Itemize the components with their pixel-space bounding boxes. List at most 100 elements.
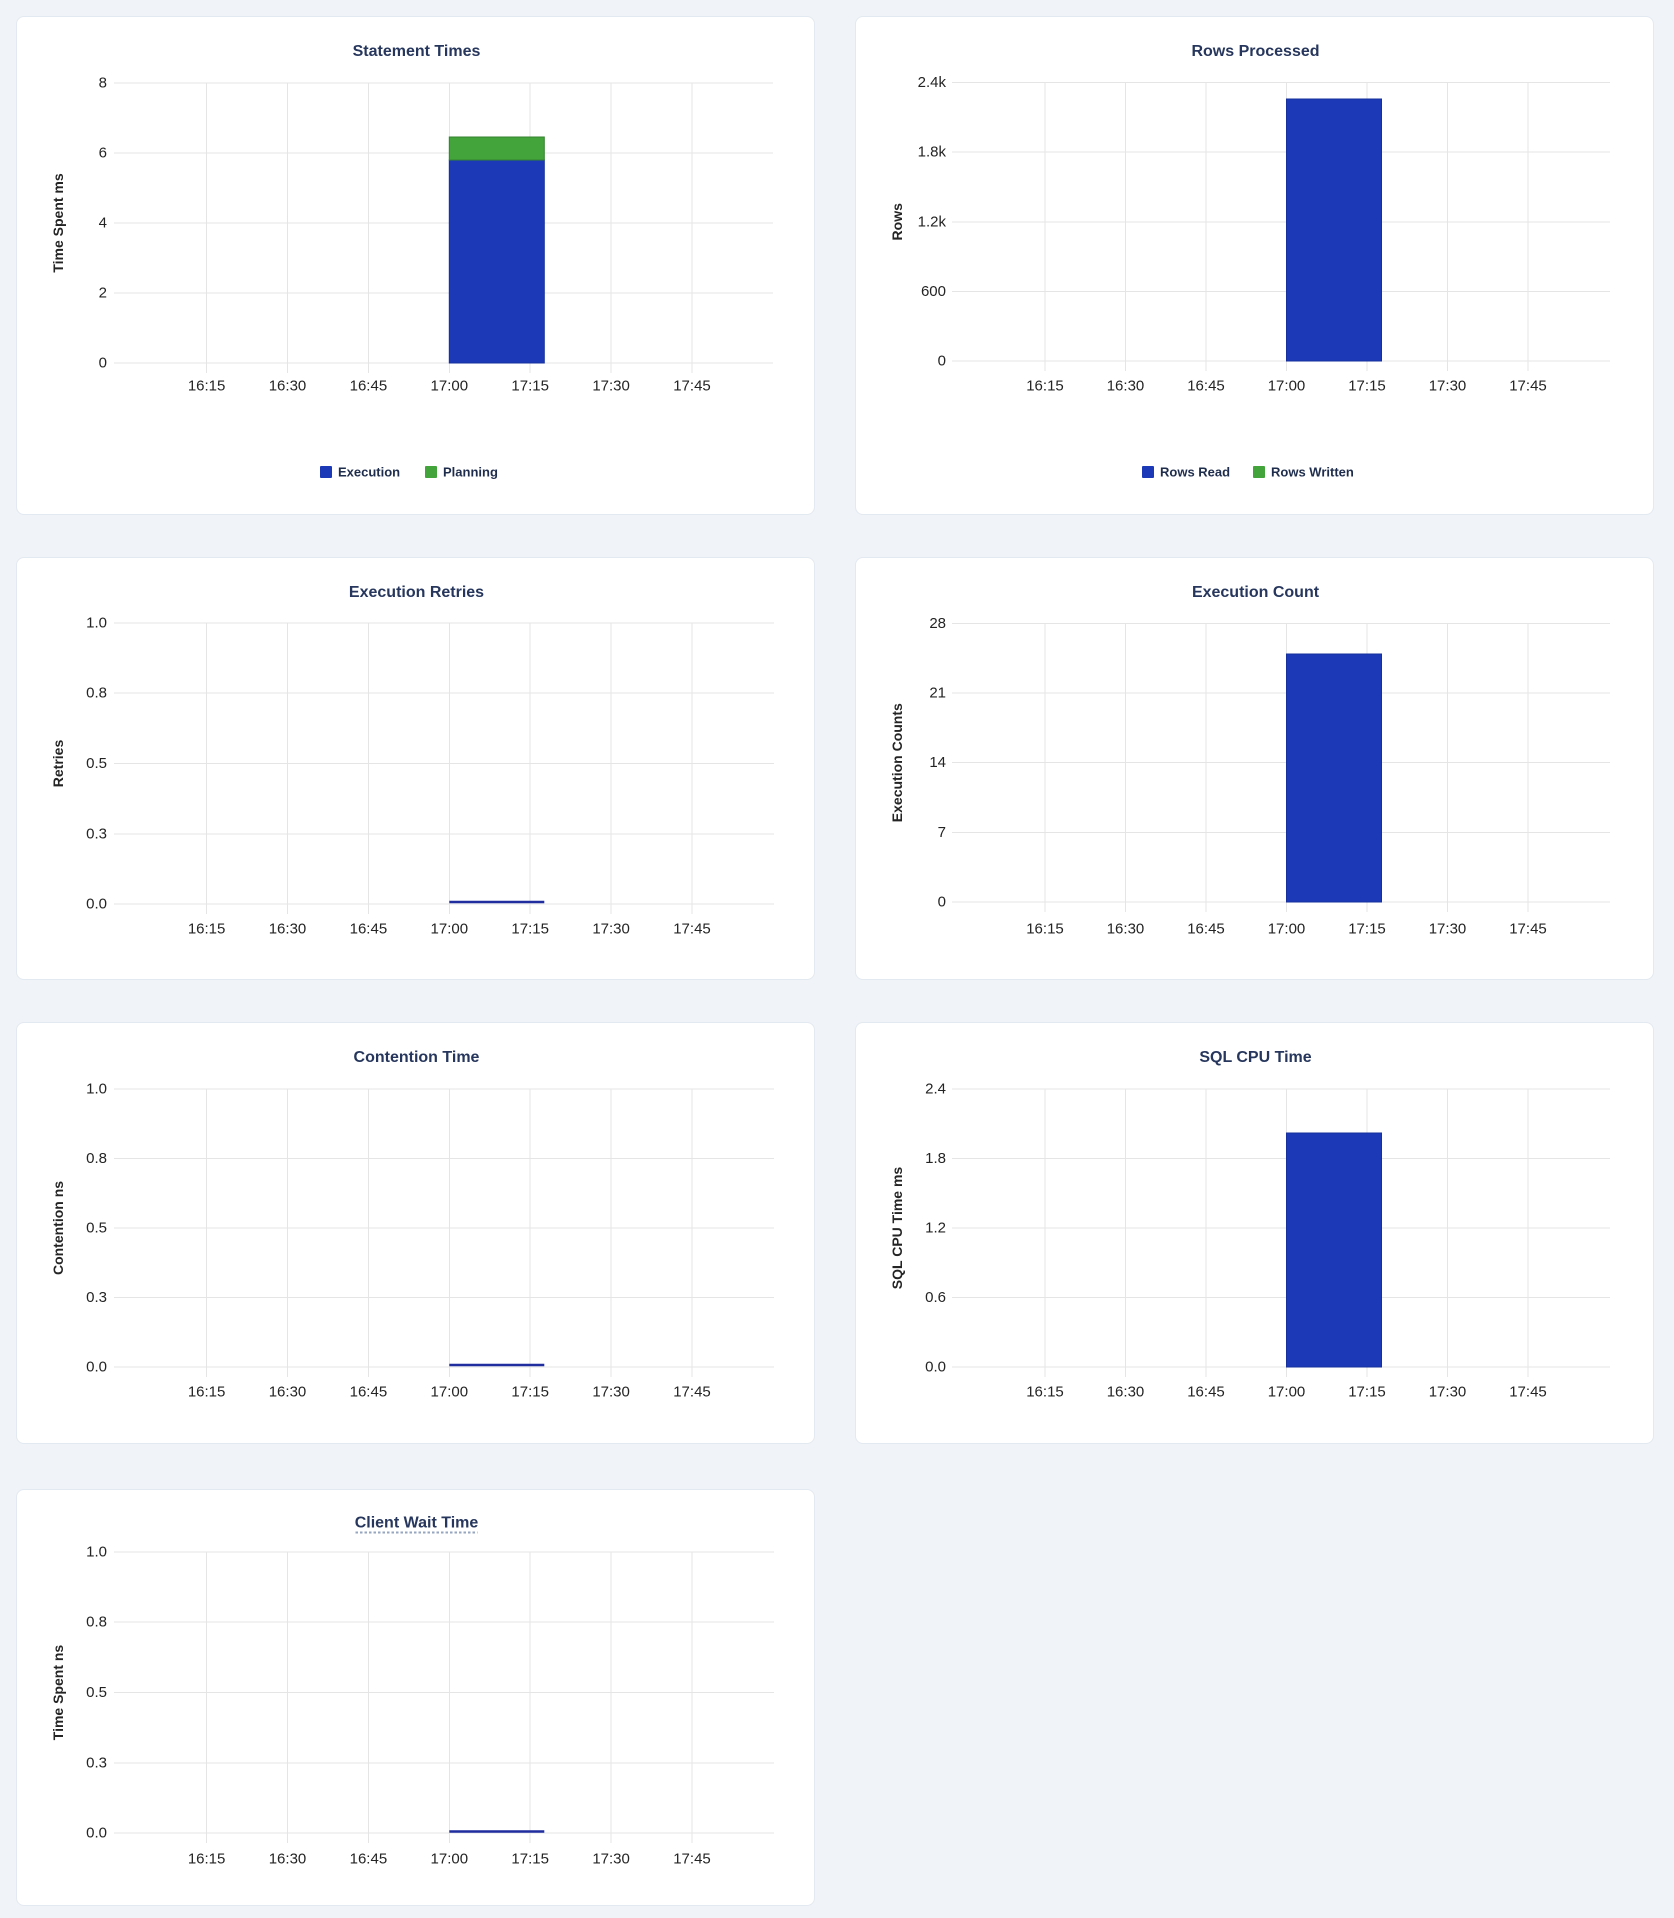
svg-text:17:45: 17:45 bbox=[673, 1851, 711, 1868]
svg-text:17:30: 17:30 bbox=[592, 1384, 630, 1401]
svg-text:16:45: 16:45 bbox=[350, 921, 388, 938]
svg-text:16:30: 16:30 bbox=[269, 921, 307, 938]
svg-text:17:30: 17:30 bbox=[592, 1851, 630, 1868]
svg-text:2.4: 2.4 bbox=[925, 1081, 946, 1098]
svg-text:17:30: 17:30 bbox=[1429, 1384, 1467, 1401]
svg-text:0: 0 bbox=[938, 353, 946, 370]
svg-text:17:30: 17:30 bbox=[1429, 921, 1467, 938]
svg-text:0.0: 0.0 bbox=[86, 1825, 107, 1842]
svg-text:Execution: Execution bbox=[338, 465, 400, 480]
svg-text:16:45: 16:45 bbox=[350, 378, 388, 395]
svg-text:16:15: 16:15 bbox=[1026, 378, 1064, 395]
svg-text:Statement Times: Statement Times bbox=[353, 43, 481, 60]
svg-text:16:15: 16:15 bbox=[188, 378, 226, 395]
svg-text:Execution Counts: Execution Counts bbox=[889, 703, 905, 822]
svg-text:SQL CPU Time: SQL CPU Time bbox=[1199, 1049, 1311, 1066]
svg-text:16:30: 16:30 bbox=[1107, 1384, 1145, 1401]
svg-text:4: 4 bbox=[99, 215, 107, 232]
svg-text:Contention ns: Contention ns bbox=[50, 1181, 66, 1275]
svg-text:Rows Processed: Rows Processed bbox=[1191, 43, 1319, 60]
svg-text:16:30: 16:30 bbox=[269, 378, 307, 395]
svg-text:16:30: 16:30 bbox=[1107, 378, 1145, 395]
svg-text:Planning: Planning bbox=[443, 465, 498, 480]
svg-text:16:30: 16:30 bbox=[269, 1384, 307, 1401]
svg-text:1.8: 1.8 bbox=[925, 1150, 946, 1167]
svg-text:17:45: 17:45 bbox=[673, 921, 711, 938]
svg-text:0.5: 0.5 bbox=[86, 1220, 107, 1237]
svg-text:17:30: 17:30 bbox=[592, 378, 630, 395]
svg-text:17:00: 17:00 bbox=[1268, 921, 1306, 938]
svg-text:16:45: 16:45 bbox=[1187, 1384, 1225, 1401]
svg-text:17:15: 17:15 bbox=[1348, 921, 1386, 938]
svg-text:1.0: 1.0 bbox=[86, 1544, 107, 1561]
svg-text:Rows Read: Rows Read bbox=[1160, 465, 1230, 480]
svg-text:16:45: 16:45 bbox=[1187, 378, 1225, 395]
svg-text:0.6: 0.6 bbox=[925, 1289, 946, 1306]
svg-text:17:00: 17:00 bbox=[431, 921, 469, 938]
svg-text:17:15: 17:15 bbox=[1348, 1384, 1386, 1401]
svg-text:Time Spent ms: Time Spent ms bbox=[50, 173, 66, 273]
svg-text:1.2k: 1.2k bbox=[918, 213, 947, 230]
svg-text:17:30: 17:30 bbox=[592, 921, 630, 938]
svg-text:16:15: 16:15 bbox=[1026, 921, 1064, 938]
svg-text:1.2: 1.2 bbox=[925, 1220, 946, 1237]
svg-text:0.0: 0.0 bbox=[86, 1359, 107, 1376]
svg-text:0.8: 0.8 bbox=[86, 1150, 107, 1167]
svg-text:17:15: 17:15 bbox=[1348, 378, 1386, 395]
svg-text:17:00: 17:00 bbox=[1268, 378, 1306, 395]
svg-text:0: 0 bbox=[99, 355, 107, 372]
svg-text:17:15: 17:15 bbox=[511, 1384, 549, 1401]
svg-text:17:00: 17:00 bbox=[1268, 1384, 1306, 1401]
svg-text:Rows Written: Rows Written bbox=[1271, 465, 1354, 480]
svg-text:Execution Retries: Execution Retries bbox=[349, 584, 484, 601]
svg-text:16:45: 16:45 bbox=[350, 1384, 388, 1401]
svg-text:14: 14 bbox=[929, 754, 946, 771]
svg-text:16:45: 16:45 bbox=[1187, 921, 1225, 938]
svg-text:0.3: 0.3 bbox=[86, 1754, 107, 1771]
svg-text:0.8: 0.8 bbox=[86, 685, 107, 702]
svg-text:17:00: 17:00 bbox=[431, 1851, 469, 1868]
svg-text:0.0: 0.0 bbox=[86, 896, 107, 913]
svg-text:0: 0 bbox=[938, 893, 946, 910]
svg-text:16:15: 16:15 bbox=[188, 1851, 226, 1868]
svg-text:0.8: 0.8 bbox=[86, 1614, 107, 1631]
svg-text:16:45: 16:45 bbox=[350, 1851, 388, 1868]
svg-text:2: 2 bbox=[99, 285, 107, 302]
svg-text:Execution Count: Execution Count bbox=[1192, 584, 1320, 601]
svg-text:16:30: 16:30 bbox=[1107, 921, 1145, 938]
svg-text:17:30: 17:30 bbox=[1429, 378, 1467, 395]
svg-text:Contention Time: Contention Time bbox=[354, 1049, 480, 1066]
svg-text:28: 28 bbox=[929, 615, 946, 632]
svg-text:SQL CPU Time ms: SQL CPU Time ms bbox=[889, 1167, 905, 1290]
svg-text:Retries: Retries bbox=[50, 740, 66, 788]
svg-text:17:15: 17:15 bbox=[511, 378, 549, 395]
svg-text:2.4k: 2.4k bbox=[918, 74, 947, 91]
svg-text:17:45: 17:45 bbox=[1509, 921, 1547, 938]
svg-text:0.5: 0.5 bbox=[86, 755, 107, 772]
svg-text:17:45: 17:45 bbox=[1509, 1384, 1547, 1401]
svg-text:16:30: 16:30 bbox=[269, 1851, 307, 1868]
svg-text:1.0: 1.0 bbox=[86, 1081, 107, 1098]
svg-text:6: 6 bbox=[99, 145, 107, 162]
svg-text:17:00: 17:00 bbox=[431, 1384, 469, 1401]
svg-text:1.8k: 1.8k bbox=[918, 144, 947, 161]
svg-text:8: 8 bbox=[99, 75, 107, 92]
svg-text:17:00: 17:00 bbox=[431, 378, 469, 395]
svg-text:Rows: Rows bbox=[889, 203, 905, 241]
svg-text:17:45: 17:45 bbox=[1509, 378, 1547, 395]
svg-text:Client Wait Time: Client Wait Time bbox=[355, 1515, 479, 1532]
svg-text:7: 7 bbox=[938, 824, 946, 841]
svg-text:17:45: 17:45 bbox=[673, 378, 711, 395]
svg-text:0.3: 0.3 bbox=[86, 825, 107, 842]
svg-text:16:15: 16:15 bbox=[1026, 1384, 1064, 1401]
svg-text:17:15: 17:15 bbox=[511, 1851, 549, 1868]
svg-text:1.0: 1.0 bbox=[86, 615, 107, 632]
svg-text:16:15: 16:15 bbox=[188, 1384, 226, 1401]
svg-text:Time Spent ns: Time Spent ns bbox=[50, 1645, 66, 1741]
svg-text:0.5: 0.5 bbox=[86, 1684, 107, 1701]
svg-text:600: 600 bbox=[921, 283, 946, 300]
svg-text:17:45: 17:45 bbox=[673, 1384, 711, 1401]
svg-text:21: 21 bbox=[929, 685, 946, 702]
svg-text:16:15: 16:15 bbox=[188, 921, 226, 938]
svg-text:0.3: 0.3 bbox=[86, 1289, 107, 1306]
